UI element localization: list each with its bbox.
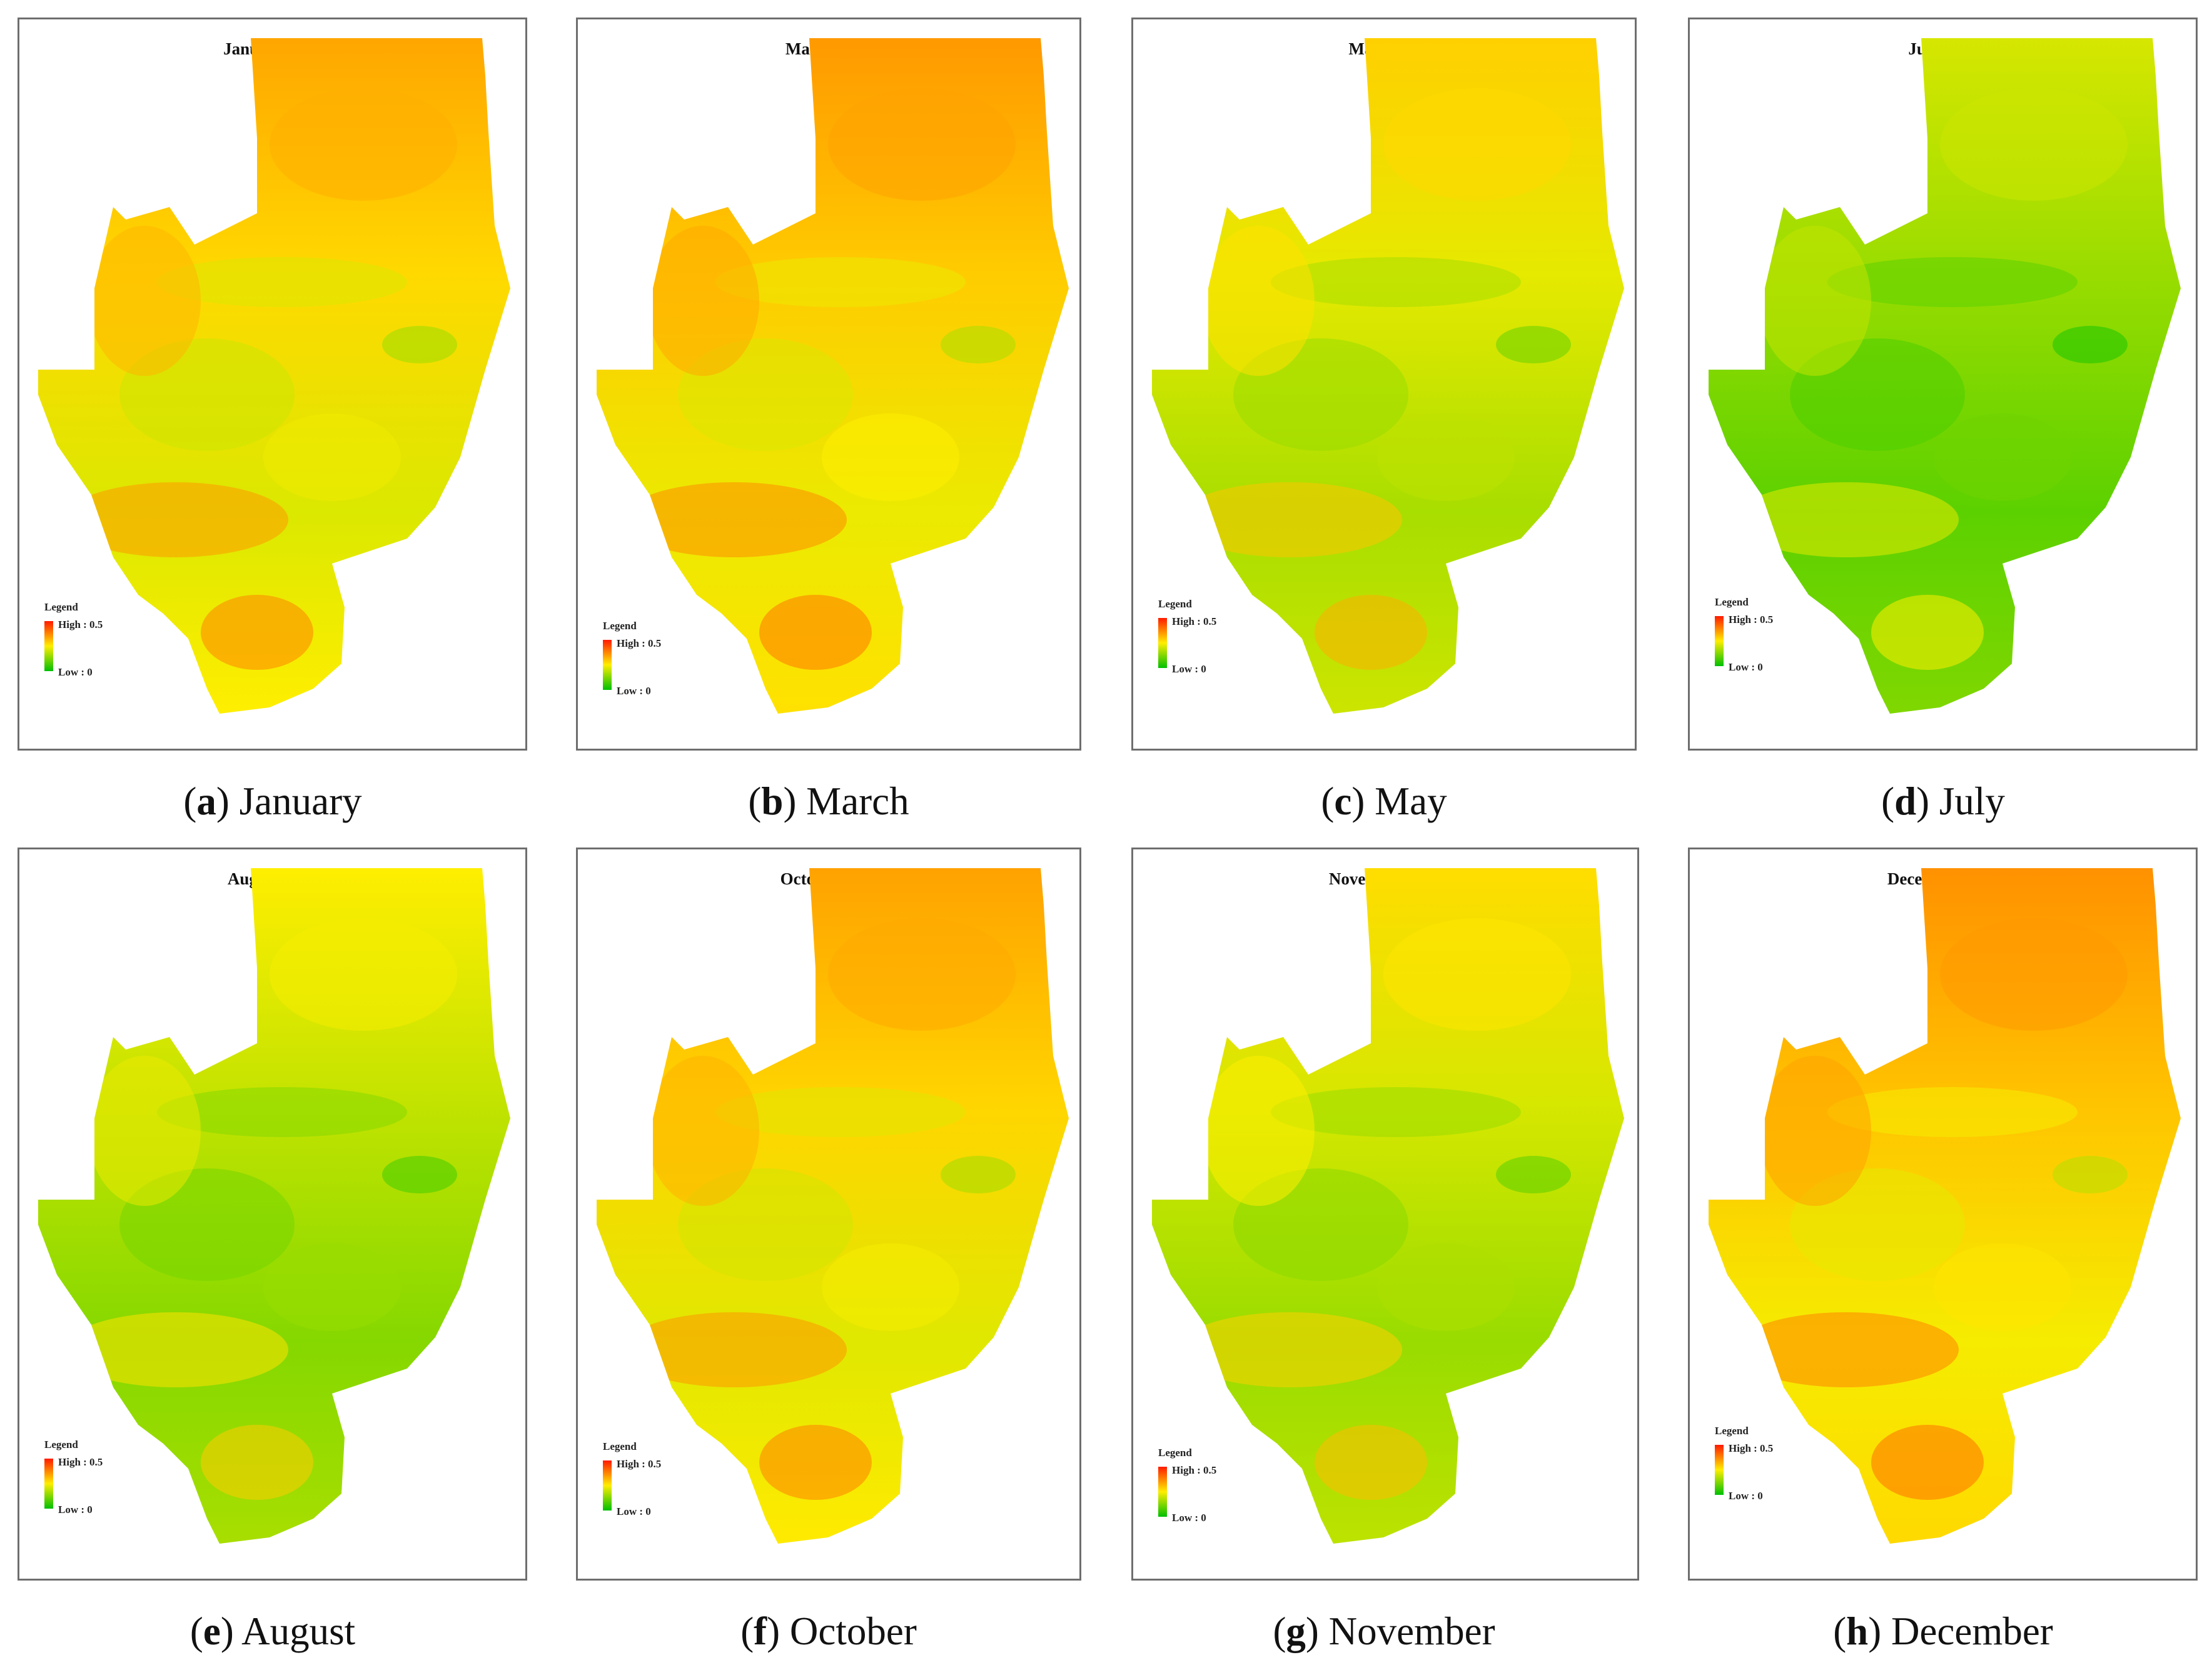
raster-texture	[1177, 88, 1571, 670]
caption-letter: g	[1286, 1609, 1306, 1653]
legend-title: Legend	[1158, 598, 1192, 610]
map-panel-march: March 2015 Legend High : 0.5 Low : 0	[576, 18, 1081, 751]
caption-label: October	[789, 1609, 917, 1653]
raster-texture	[63, 88, 457, 670]
map-panel-august: August 2015 Legend High : 0.5 Low : 0	[18, 848, 527, 1581]
legend-high-label: High : 0.5	[58, 1456, 103, 1468]
caption-letter: c	[1334, 779, 1352, 823]
legend-color-ramp	[44, 1459, 53, 1509]
subfigure-caption: (a) January	[183, 779, 362, 823]
ndvi-map	[1152, 868, 1624, 1544]
caption-letter: h	[1846, 1609, 1869, 1653]
legend-high-label: High : 0.5	[617, 1458, 662, 1470]
map-panel-november: November 2015 Legend High : 0.5 Low : 0	[1131, 848, 1639, 1581]
legend-title: Legend	[603, 1440, 637, 1452]
caption-letter: d	[1894, 779, 1917, 823]
legend-low-label: Low : 0	[58, 1504, 93, 1516]
legend-color-ramp	[1715, 1445, 1724, 1495]
caption-label: January	[239, 779, 362, 823]
legend-title: Legend	[1158, 1447, 1192, 1459]
subfigure-caption: (h) December	[1833, 1609, 2053, 1653]
raster-texture	[622, 918, 1016, 1500]
raster-texture	[1734, 918, 2128, 1500]
ndvi-map	[1709, 868, 2181, 1544]
legend-title: Legend	[1715, 1425, 1749, 1437]
caption-letter: f	[754, 1609, 767, 1653]
legend-low-label: Low : 0	[617, 1506, 651, 1517]
legend-high-label: High : 0.5	[58, 619, 103, 630]
map-panel-october: October 2015 Legend High : 0.5 Low : 0	[576, 848, 1081, 1581]
caption-label: August	[241, 1609, 356, 1653]
legend-high-label: High : 0.5	[1172, 1464, 1217, 1476]
legend-color-ramp	[44, 621, 53, 671]
raster-texture	[1734, 88, 2128, 670]
caption-label: July	[1939, 779, 2005, 823]
caption-label: December	[1891, 1609, 2053, 1653]
map-panel-january: January 2015 Legend High : 0.5 Low : 0	[18, 18, 527, 751]
caption-letter: b	[761, 779, 784, 823]
legend-low-label: Low : 0	[1172, 1512, 1206, 1524]
map-panel-may: May 2015 Legend High : 0.5 Low : 0	[1131, 18, 1637, 751]
legend-color-ramp	[603, 1460, 612, 1511]
legend-high-label: High : 0.5	[1172, 615, 1217, 627]
ndvi-map	[1709, 38, 2181, 714]
subfigure-caption: (b) March	[748, 779, 909, 823]
raster-texture	[1177, 918, 1571, 1500]
ndvi-map	[38, 868, 510, 1544]
caption-letter: e	[203, 1609, 221, 1653]
legend-color-ramp	[603, 640, 612, 690]
map-panel-july: July 2015 Legend High : 0.5 Low : 0	[1688, 18, 2198, 751]
legend-color-ramp	[1158, 1467, 1167, 1517]
subfigure-caption: (g) November	[1273, 1609, 1495, 1653]
caption-label: March	[806, 779, 909, 823]
legend-title: Legend	[603, 620, 637, 632]
legend-high-label: High : 0.5	[1729, 1442, 1774, 1454]
map-panel-december: December 2015 Legend High : 0.5 Low : 0	[1688, 848, 2198, 1581]
legend-low-label: Low : 0	[1729, 661, 1763, 673]
legend-color-ramp	[1158, 618, 1167, 668]
caption-letter: a	[196, 779, 216, 823]
caption-label: November	[1328, 1609, 1495, 1653]
ndvi-map	[38, 38, 510, 714]
legend-low-label: Low : 0	[58, 666, 93, 678]
legend-color-ramp	[1715, 616, 1724, 666]
caption-label: May	[1375, 779, 1447, 823]
subfigure-caption: (d) July	[1881, 779, 2005, 823]
legend-low-label: Low : 0	[1172, 663, 1206, 675]
legend-title: Legend	[44, 601, 78, 613]
legend-high-label: High : 0.5	[1729, 614, 1774, 625]
legend-title: Legend	[44, 1439, 78, 1450]
subfigure-caption: (f) October	[740, 1609, 917, 1653]
ndvi-map	[597, 868, 1069, 1544]
legend-title: Legend	[1715, 596, 1749, 608]
legend-low-label: Low : 0	[1729, 1490, 1763, 1502]
raster-texture	[63, 918, 457, 1500]
subfigure-caption: (e) August	[189, 1609, 356, 1653]
ndvi-map	[597, 38, 1069, 714]
subfigure-caption: (c) May	[1321, 779, 1447, 823]
legend-high-label: High : 0.5	[617, 637, 662, 649]
legend-low-label: Low : 0	[617, 685, 651, 697]
raster-texture	[622, 88, 1016, 670]
ndvi-map	[1152, 38, 1624, 714]
